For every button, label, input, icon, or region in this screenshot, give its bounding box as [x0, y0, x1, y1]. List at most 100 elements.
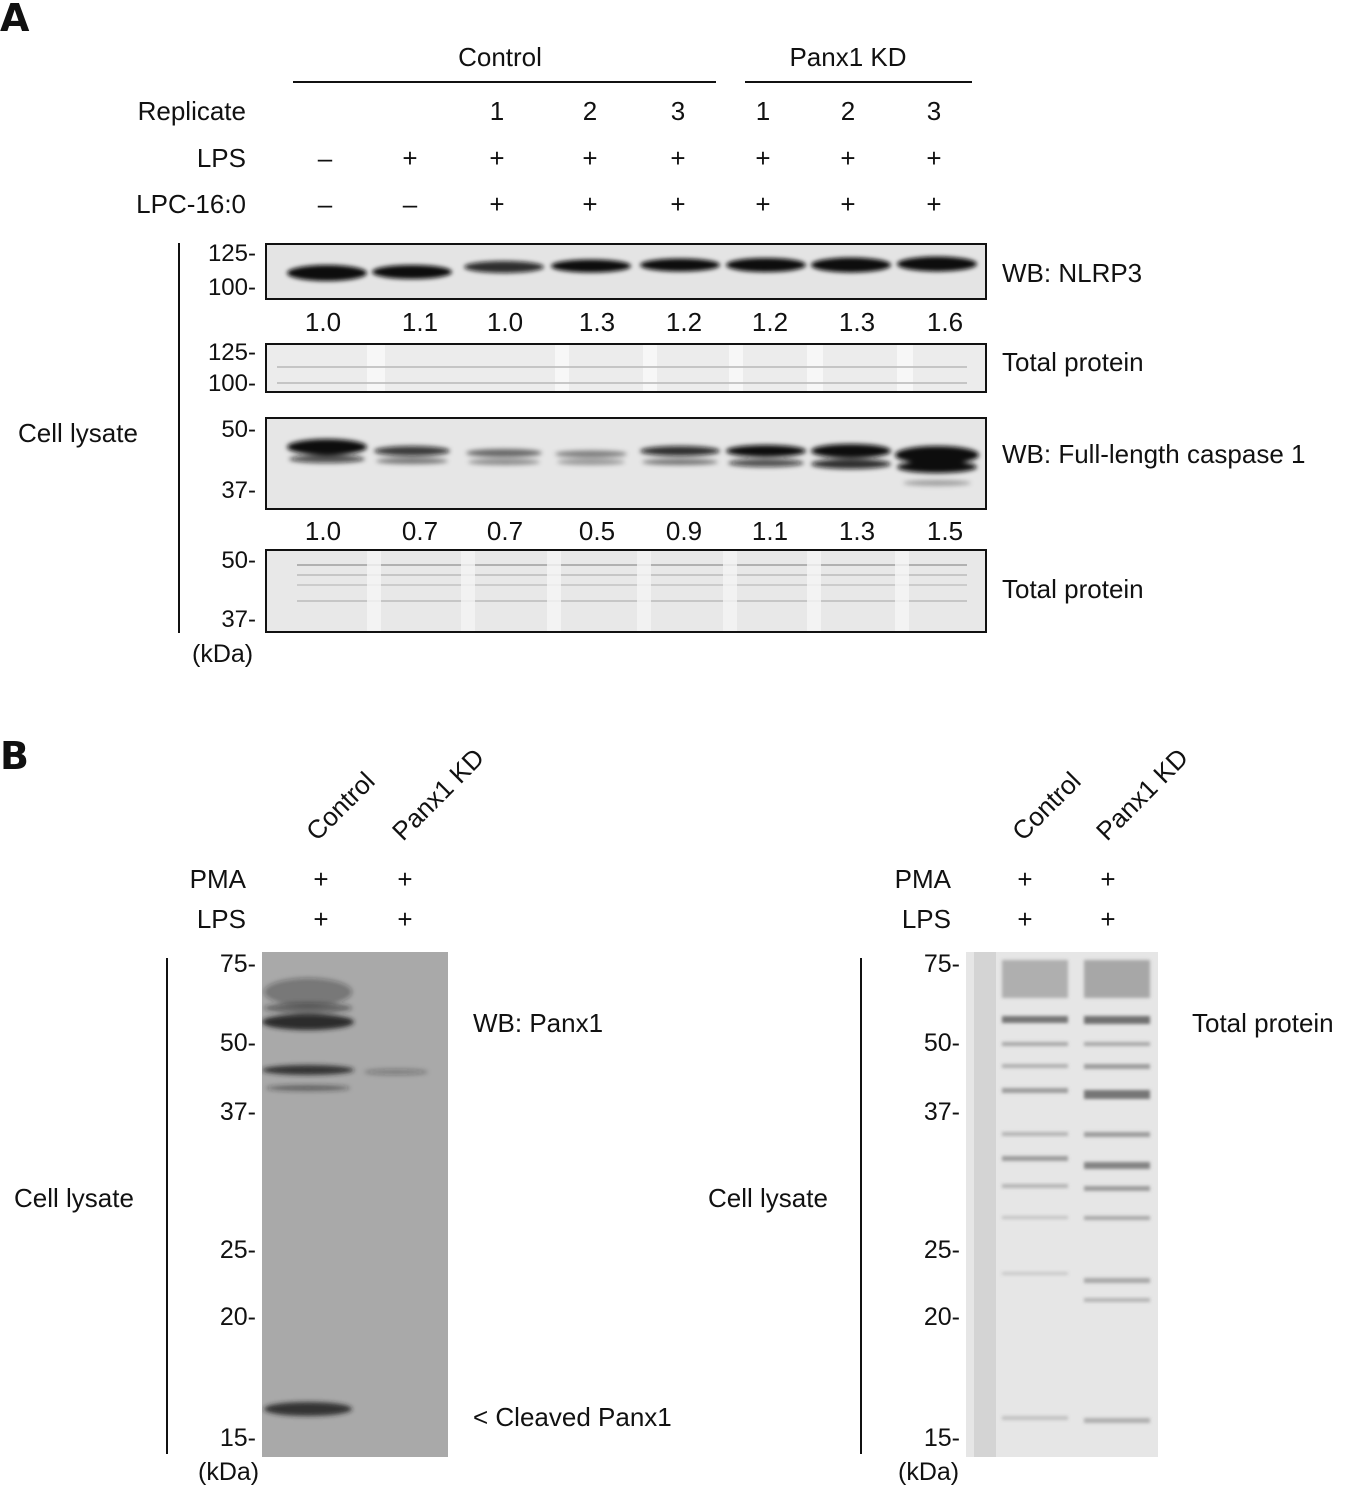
row-value: +: [397, 864, 413, 894]
blot-total-protein-1: [265, 343, 987, 393]
row-value: +: [397, 904, 413, 934]
mw-marker: 15-: [923, 1424, 960, 1452]
lane-label-control-right: Control: [1006, 765, 1087, 847]
mw-marker: 37-: [219, 1098, 256, 1126]
blot-nlrp3: [265, 243, 987, 300]
casp1-blot-label: WB: Full-length caspase 1: [1002, 439, 1306, 469]
mw-marker: 25-: [923, 1236, 960, 1264]
mw-marker: 37-: [923, 1098, 960, 1126]
group-control-line: [293, 81, 716, 83]
total-protein-b-label: Total protein: [1192, 1008, 1334, 1038]
cell-lysate-bracket-b-left: [166, 958, 168, 1454]
mw-marker: 50-: [219, 1029, 256, 1057]
tp1-marker-125: 125-: [207, 339, 256, 366]
casp1-marker-50: 50-: [221, 416, 256, 443]
cell-lysate-label-b-left: Cell lysate: [14, 1183, 134, 1213]
cleaved-panx1-label: < Cleaved Panx1: [473, 1402, 672, 1432]
nlrp3-quant-value: 1.1: [401, 307, 439, 337]
panx1-blot-label: WB: Panx1: [473, 1008, 604, 1038]
nlrp3-quant-value: 1.0: [486, 307, 524, 337]
row-value: +: [1017, 864, 1033, 894]
row-value: +: [1100, 904, 1116, 934]
row-value: –: [317, 143, 333, 173]
tp2-marker-37: 37-: [221, 606, 256, 633]
mw-marker: 20-: [923, 1303, 960, 1331]
nlrp3-marker-100: 100-: [207, 274, 256, 301]
row-value: 1: [489, 96, 505, 126]
kda-unit-b-right: (kDa): [898, 1458, 960, 1486]
nlrp3-blot-label: WB: NLRP3: [1002, 258, 1143, 288]
cell-lysate-label-b-right: Cell lysate: [708, 1183, 828, 1213]
blot-caspase1: [265, 417, 987, 510]
cell-lysate-bracket-a: [178, 243, 180, 633]
nlrp3-quant-value: 1.2: [751, 307, 789, 337]
row-value: +: [402, 143, 418, 173]
lane-label-panx1kd-left: Panx1 KD: [386, 742, 491, 847]
mw-marker: 25-: [219, 1236, 256, 1264]
mw-marker: 50-: [923, 1029, 960, 1057]
row-value: –: [402, 189, 418, 219]
nlrp3-marker-125: 125-: [207, 240, 256, 267]
row-value: +: [840, 189, 856, 219]
lane-label-panx1kd-right: Panx1 KD: [1090, 742, 1195, 847]
row-value: +: [1017, 904, 1033, 934]
casp1-quant-value: 0.7: [486, 516, 524, 546]
row-value: 3: [670, 96, 686, 126]
tp2-blot-label: Total protein: [1002, 574, 1144, 604]
total-protein-2-bands: [297, 551, 967, 631]
row-value: 3: [926, 96, 942, 126]
nlrp3-quant-value: 1.3: [578, 307, 616, 337]
nlrp3-quant-value: 1.2: [665, 307, 703, 337]
cell-lysate-label-a: Cell lysate: [18, 418, 138, 448]
casp1-quant-value: 1.5: [926, 516, 964, 546]
row-value: 2: [582, 96, 598, 126]
casp1-quant-value: 0.5: [578, 516, 616, 546]
nlrp3-bands: [287, 256, 977, 281]
caspase1-bands: [287, 439, 979, 486]
kda-unit-a: (kDa): [192, 640, 254, 668]
row-value: +: [313, 864, 329, 894]
panel-a-letter: A: [0, 0, 30, 40]
row-label: LPS: [196, 904, 246, 934]
nlrp3-quant-value: 1.6: [926, 307, 964, 337]
row-label: LPC-16:0: [136, 189, 246, 219]
row-value: +: [755, 189, 771, 219]
group-panx1kd-label: Panx1 KD: [789, 42, 907, 72]
blot-total-protein-b: [966, 952, 1158, 1457]
casp1-quant-value: 1.1: [751, 516, 789, 546]
casp1-quant-value: 1.0: [304, 516, 342, 546]
mw-marker: 15-: [219, 1424, 256, 1452]
row-value: +: [670, 189, 686, 219]
row-value: +: [755, 143, 771, 173]
blot-panx1: [262, 952, 448, 1457]
tp1-marker-100: 100-: [207, 370, 256, 397]
row-value: 1: [755, 96, 771, 126]
row-label: Replicate: [137, 96, 246, 126]
nlrp3-quant-value: 1.3: [838, 307, 876, 337]
row-value: +: [313, 904, 329, 934]
total-protein-1-bands: [277, 345, 967, 391]
row-label: LPS: [901, 904, 951, 934]
row-label: PMA: [189, 864, 246, 894]
row-value: +: [582, 143, 598, 173]
row-value: +: [840, 143, 856, 173]
mw-marker: 20-: [219, 1303, 256, 1331]
row-value: –: [317, 189, 333, 219]
casp1-quant-value: 1.3: [838, 516, 876, 546]
row-value: +: [926, 189, 942, 219]
row-value: 2: [840, 96, 856, 126]
casp1-marker-37: 37-: [221, 477, 256, 504]
row-label: PMA: [894, 864, 951, 894]
panx1-bands: [262, 978, 428, 1416]
cell-lysate-bracket-b-right: [860, 958, 862, 1454]
total-protein-b-bands: [974, 952, 1150, 1457]
casp1-quant-value: 0.9: [665, 516, 703, 546]
row-value: +: [489, 143, 505, 173]
tp1-blot-label: Total protein: [1002, 347, 1144, 377]
mw-marker: 75-: [219, 950, 256, 978]
tp2-marker-50: 50-: [221, 547, 256, 574]
mw-marker: 75-: [923, 950, 960, 978]
row-label: LPS: [196, 143, 246, 173]
row-value: +: [582, 189, 598, 219]
blot-total-protein-2: [265, 549, 987, 633]
